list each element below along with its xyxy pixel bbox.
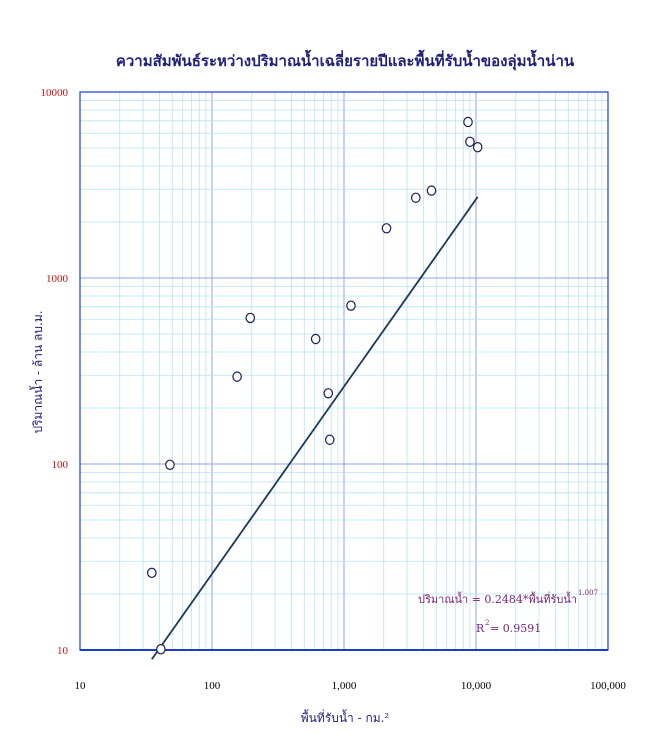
x-axis-ticks: 10 100 1,000 10,000 100,000 xyxy=(75,680,627,692)
y-tick-label: 10000 xyxy=(41,87,69,99)
y-tick-label: 10 xyxy=(57,645,69,657)
data-points xyxy=(147,116,483,655)
equation-exponent: 1.007 xyxy=(578,589,598,597)
x-tick-label: 100 xyxy=(204,680,221,692)
x-axis-label: พื้นที่รับน้ำ - กม.² xyxy=(301,709,390,725)
r2-superscript: 2 xyxy=(485,619,489,627)
r2-value: = 0.9591 xyxy=(490,622,541,635)
y-axis-ticks: 10000 1000 100 10 xyxy=(41,87,69,657)
grid-lines xyxy=(79,92,608,651)
data-point xyxy=(346,300,356,311)
data-point xyxy=(411,192,421,203)
data-point xyxy=(147,567,157,579)
x-tick-label: 10 xyxy=(75,680,87,692)
data-point xyxy=(156,643,166,655)
x-tick-label: 100,000 xyxy=(590,680,626,692)
data-point xyxy=(465,136,475,147)
data-point xyxy=(426,185,437,196)
y-axis-label: ปริมาณน้ำ - ล้าน ลบ.ม. xyxy=(29,310,45,433)
data-point xyxy=(472,141,483,153)
data-point xyxy=(323,388,334,399)
y-tick-label: 100 xyxy=(52,459,69,471)
data-point xyxy=(232,371,242,382)
chart-title: ความสัมพันธ์ระหว่างปริมาณน้ำเฉลี่ยรายปีแ… xyxy=(116,49,575,71)
x-tick-label: 1,000 xyxy=(332,680,357,692)
data-point xyxy=(463,116,473,128)
y-tick-label: 1000 xyxy=(46,273,69,285)
equation-text: ปริมาณน้ำ = 0.2484*พื้นที่รับน้ำ xyxy=(418,591,577,606)
data-point xyxy=(310,333,321,345)
r2-prefix: R xyxy=(476,622,485,635)
x-tick-label: 10,000 xyxy=(461,680,492,692)
data-point xyxy=(324,434,335,445)
data-point xyxy=(245,312,256,324)
equation-annotation: ปริมาณน้ำ = 0.2484*พื้นที่รับน้ำ xyxy=(418,591,577,606)
data-point xyxy=(381,223,392,234)
r2-annotation: R xyxy=(476,622,485,635)
data-point xyxy=(165,459,175,471)
trendline xyxy=(151,196,479,660)
